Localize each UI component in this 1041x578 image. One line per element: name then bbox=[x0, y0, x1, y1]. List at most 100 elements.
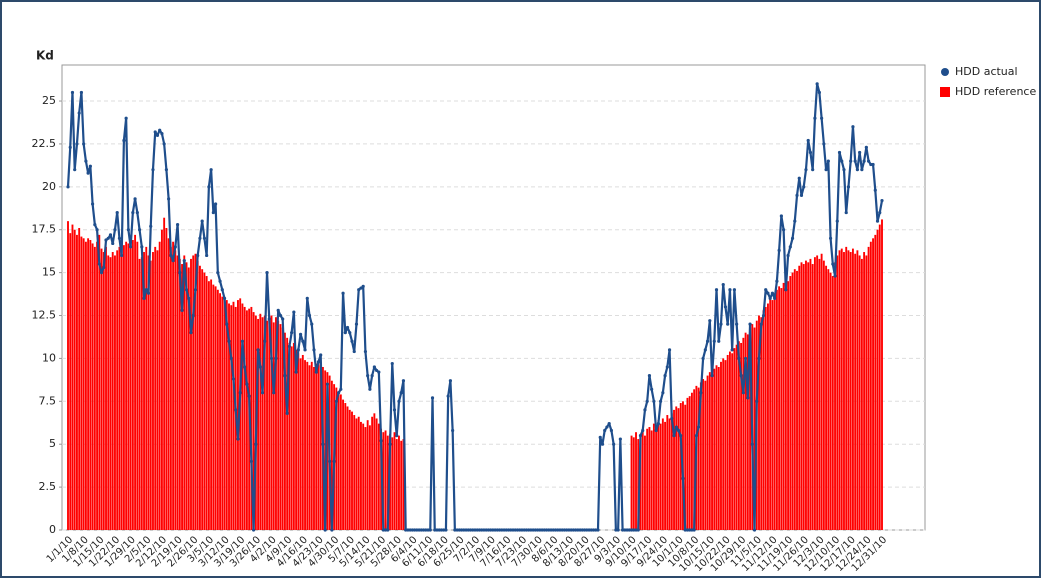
point bbox=[408, 528, 412, 532]
bar bbox=[223, 298, 226, 530]
point bbox=[426, 528, 430, 532]
bar bbox=[270, 315, 273, 530]
point bbox=[594, 528, 598, 532]
point bbox=[260, 391, 265, 395]
bar bbox=[702, 379, 705, 530]
point bbox=[540, 528, 544, 532]
y-tick-label: 17.5 bbox=[32, 223, 57, 236]
bar bbox=[156, 250, 159, 530]
point bbox=[258, 365, 262, 369]
bar bbox=[773, 293, 776, 530]
point bbox=[676, 428, 681, 433]
point bbox=[93, 222, 97, 227]
legend-marker bbox=[941, 68, 949, 76]
bar bbox=[89, 240, 92, 531]
point bbox=[84, 159, 88, 163]
point bbox=[90, 202, 95, 206]
point bbox=[739, 373, 743, 378]
point bbox=[415, 528, 419, 532]
bar bbox=[652, 423, 655, 530]
bar bbox=[78, 228, 81, 530]
point bbox=[462, 528, 466, 532]
bar bbox=[822, 260, 825, 530]
point bbox=[840, 159, 844, 163]
point bbox=[775, 279, 779, 283]
bar bbox=[93, 246, 96, 531]
bar bbox=[693, 389, 696, 530]
point bbox=[688, 528, 692, 532]
point bbox=[793, 219, 797, 223]
point bbox=[86, 171, 90, 175]
bar bbox=[346, 406, 349, 530]
bar bbox=[232, 301, 235, 530]
bar bbox=[825, 265, 828, 530]
point bbox=[459, 528, 464, 532]
bar bbox=[351, 411, 353, 530]
bar bbox=[782, 282, 785, 530]
bar bbox=[91, 243, 94, 530]
point bbox=[743, 356, 748, 361]
point bbox=[115, 210, 119, 215]
bar bbox=[851, 248, 854, 530]
point bbox=[193, 288, 198, 292]
legend-marker bbox=[940, 87, 950, 97]
point bbox=[287, 344, 291, 349]
y-tick-label: 7.5 bbox=[39, 394, 57, 407]
point bbox=[276, 308, 280, 312]
point bbox=[755, 399, 759, 403]
point bbox=[504, 528, 508, 532]
point bbox=[815, 82, 819, 86]
bar bbox=[393, 432, 396, 530]
point bbox=[336, 391, 341, 395]
point bbox=[484, 528, 488, 532]
bar bbox=[207, 281, 210, 530]
bar bbox=[228, 303, 230, 530]
bar bbox=[386, 435, 389, 530]
point bbox=[665, 365, 669, 369]
bar bbox=[283, 332, 286, 530]
point bbox=[757, 356, 761, 361]
bar bbox=[673, 409, 675, 530]
point bbox=[616, 528, 620, 532]
y-tick-label: 12.5 bbox=[32, 309, 57, 322]
bar bbox=[275, 317, 277, 530]
point bbox=[618, 437, 622, 441]
bar bbox=[201, 269, 204, 530]
point bbox=[285, 411, 289, 415]
point bbox=[200, 219, 204, 223]
point bbox=[310, 322, 314, 326]
point bbox=[319, 353, 323, 357]
point bbox=[820, 116, 824, 120]
point bbox=[383, 528, 388, 532]
bar bbox=[742, 337, 745, 530]
point bbox=[752, 528, 757, 532]
bar bbox=[116, 250, 119, 530]
bar bbox=[317, 361, 320, 530]
point bbox=[296, 348, 300, 352]
point bbox=[205, 253, 209, 258]
point bbox=[730, 348, 734, 352]
point bbox=[323, 528, 327, 532]
bar bbox=[335, 387, 338, 530]
point bbox=[544, 528, 549, 532]
point bbox=[685, 528, 690, 532]
point bbox=[368, 387, 372, 391]
bar bbox=[713, 368, 716, 530]
point bbox=[497, 528, 502, 532]
bar bbox=[744, 332, 747, 530]
point bbox=[126, 228, 130, 232]
point bbox=[609, 428, 614, 433]
point bbox=[332, 459, 336, 463]
bar bbox=[364, 427, 367, 530]
point bbox=[580, 528, 584, 532]
bar bbox=[767, 303, 769, 530]
point bbox=[574, 528, 578, 532]
bar bbox=[740, 342, 743, 530]
bar bbox=[400, 440, 403, 530]
point bbox=[381, 528, 385, 532]
y-tick-label: 20 bbox=[42, 180, 56, 193]
point bbox=[236, 437, 240, 441]
bar bbox=[749, 329, 751, 530]
bar bbox=[731, 353, 734, 530]
bar bbox=[196, 260, 199, 530]
